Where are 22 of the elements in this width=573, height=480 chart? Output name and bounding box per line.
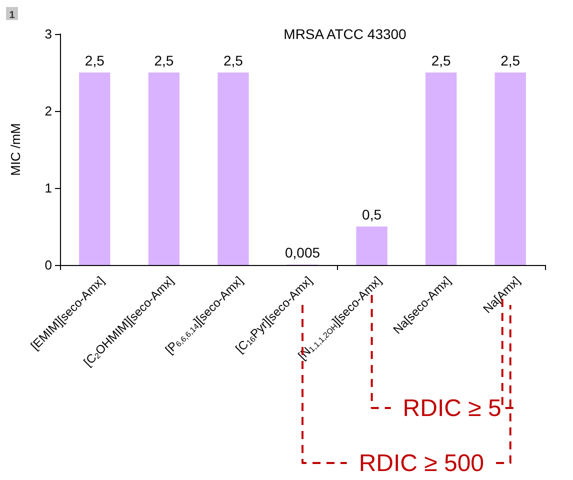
y-tick-label: 1 <box>44 180 52 196</box>
chart-title: MRSA ATCC 43300 <box>284 26 407 42</box>
bar <box>494 72 526 265</box>
text: RDIC ≥ 500 <box>358 450 484 477</box>
y-tick-label: 2 <box>44 104 52 118</box>
y-tick-label: 3 <box>44 26 52 42</box>
y-axis-title: MIC /mM <box>8 123 23 176</box>
bar <box>218 72 249 265</box>
bar <box>148 72 180 265</box>
data-label: 2,5 <box>223 52 244 68</box>
data-label: 0,005 <box>284 244 320 261</box>
bar <box>79 72 110 265</box>
data-label: 2,5 <box>431 52 452 68</box>
bar <box>425 72 457 265</box>
data-label: 0,5 <box>362 206 382 222</box>
bar <box>356 226 388 265</box>
data-label: 2,5 <box>84 52 105 68</box>
data-label: 2,5 <box>154 52 174 68</box>
text: 1 <box>9 10 16 21</box>
text: RDIC ≥ 5 <box>402 395 502 422</box>
y-tick-label: 0 <box>44 258 52 272</box>
data-label: 2,5 <box>500 52 520 68</box>
